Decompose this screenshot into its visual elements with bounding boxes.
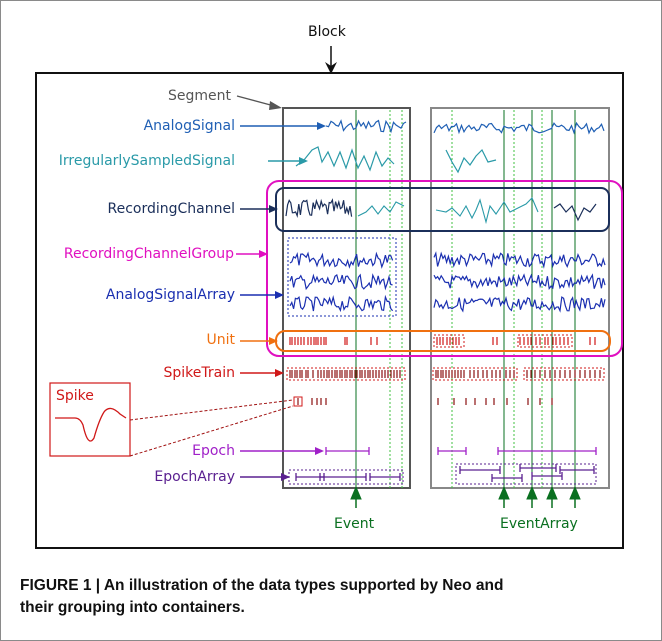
epoch-label: Epoch <box>192 443 235 459</box>
unit-inner-box-1 <box>433 334 465 348</box>
recording-channel-trace-2 <box>357 201 405 217</box>
event-arrows <box>350 485 581 508</box>
arrow-spike-train-head <box>275 369 284 377</box>
spiketrain-box-1 <box>286 367 406 381</box>
segment-arrow-head <box>269 101 282 110</box>
unit-label: Unit <box>206 332 236 348</box>
arrow-analog-signal-array-head <box>275 291 284 299</box>
spike-train-label: SpikeTrain <box>163 365 235 381</box>
caption-line-1: FIGURE 1 | An illustration of the data t… <box>20 577 504 594</box>
recording-channel-group-box <box>266 180 623 357</box>
recording-channel-trace-4 <box>553 203 597 222</box>
irregular-signal-label: IrregularlySampledSignal <box>58 153 235 169</box>
event-array-label: EventArray <box>500 516 578 532</box>
segment-label: Segment <box>168 88 231 104</box>
epocharray-box-2 <box>455 463 597 485</box>
spike-zoom-line-2 <box>129 405 294 457</box>
spiketrain-box-3 <box>523 367 605 381</box>
unit-inner-box-2 <box>517 334 573 348</box>
caption-line-2: their grouping into containers. <box>20 599 245 616</box>
recording-channel-box <box>275 187 610 232</box>
analog-array-seg2-trace-1 <box>433 251 606 269</box>
recording-channel-trace-1 <box>285 198 353 218</box>
block-arrow-head <box>325 62 337 74</box>
arrow-analog-signal-head <box>317 122 326 130</box>
analog-signal-trace-2 <box>433 121 605 135</box>
analog-array-seg2-trace-3 <box>433 295 606 313</box>
arrow-recording-channel-head <box>269 205 278 213</box>
recording-channel-trace-3 <box>435 197 539 225</box>
arrow-recording-channel-group-head <box>259 250 268 258</box>
analog-array-seg1-trace-3 <box>289 294 394 313</box>
analog-signal-label: AnalogSignal <box>143 118 235 134</box>
analog-signal-trace-1 <box>325 119 407 134</box>
spike-zoom-line-1 <box>129 399 294 421</box>
analogsignalarray-dotted-box <box>287 237 397 317</box>
irregular-signal-trace-1 <box>295 146 395 172</box>
spike-waveform <box>55 407 127 442</box>
spike-small-box <box>293 396 303 407</box>
arrow-unit-head <box>269 337 278 345</box>
event-label: Event <box>334 516 375 532</box>
arrow-epoch-head <box>315 447 324 455</box>
analog-array-seg2-trace-2 <box>433 273 606 290</box>
spiketrain-box-2 <box>432 367 518 381</box>
analog-array-seg1-trace-1 <box>289 251 394 269</box>
segment-box-1 <box>282 107 411 489</box>
recording-channel-label: RecordingChannel <box>107 201 236 217</box>
recording-channel-group-label: RecordingChannelGroup <box>63 246 234 262</box>
spike-label: Spike <box>56 388 94 404</box>
analog-signal-array-label: AnalogSignalArray <box>105 287 235 303</box>
block-label: Block <box>308 24 346 40</box>
segment-box-2 <box>430 107 610 489</box>
irregular-signal-trace-2 <box>445 148 497 174</box>
figure-caption: FIGURE 1 | An illustration of the data t… <box>20 575 640 619</box>
arrow-epoch-array-head <box>281 473 290 481</box>
epoch-array-label: EpochArray <box>154 469 235 485</box>
analog-array-seg1-trace-2 <box>289 273 393 291</box>
